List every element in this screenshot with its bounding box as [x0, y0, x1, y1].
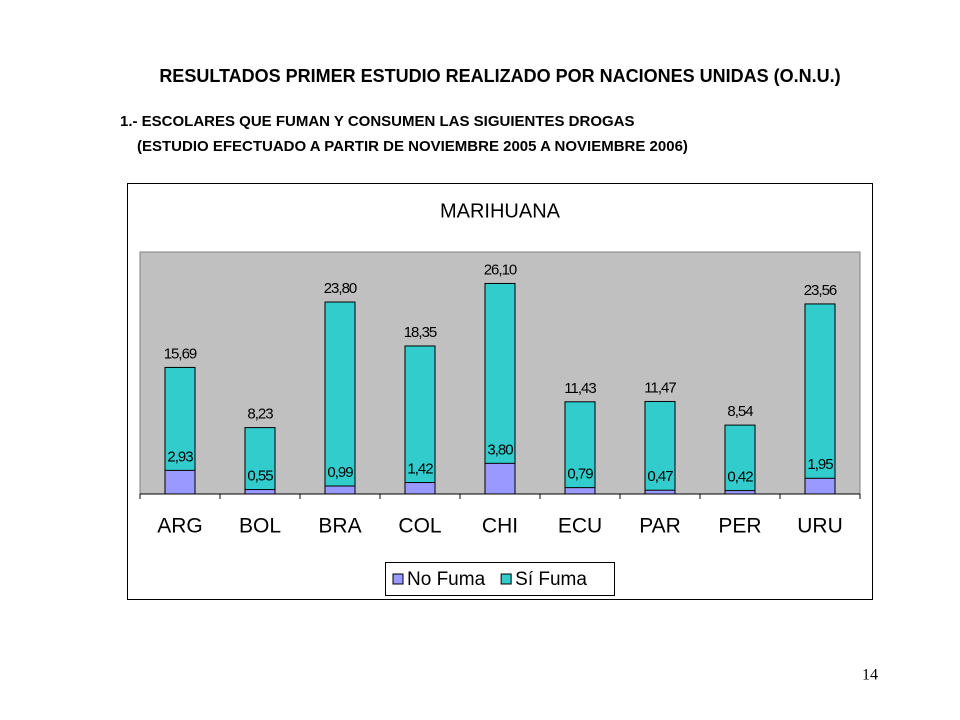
legend-label: Sí Fuma: [515, 569, 587, 590]
bar: [164, 469, 196, 495]
legend-swatch: [500, 573, 512, 585]
value-label: 23,80: [324, 280, 357, 297]
bar: [804, 303, 836, 495]
x-tick-label: PAR: [639, 515, 681, 538]
value-label: 26,10: [484, 261, 517, 278]
bar: [564, 401, 596, 495]
x-tick-label: CHI: [482, 515, 518, 538]
slide-heading: RESULTADOS PRIMER ESTUDIO REALIZADO POR …: [159, 66, 840, 86]
value-label: 15,69: [164, 345, 197, 362]
bar: [644, 489, 676, 495]
value-label: 8,23: [247, 406, 273, 423]
value-label: 23,56: [804, 282, 837, 299]
x-tick-label: PER: [718, 515, 761, 538]
chart-title: MARIHUANA: [440, 200, 561, 222]
x-tick-label: ARG: [157, 515, 203, 538]
value-label: 0,47: [647, 468, 673, 485]
legend-box: [385, 562, 615, 596]
value-label: 0,55: [247, 468, 273, 485]
value-label: 11,43: [564, 380, 596, 397]
value-label: 1,42: [407, 461, 433, 478]
x-tick-label: BOL: [239, 515, 281, 538]
value-label: 11,47: [644, 379, 676, 396]
value-label: 0,99: [327, 464, 353, 481]
bar: [484, 282, 516, 495]
page-number: 14: [862, 667, 878, 684]
bar: [244, 427, 276, 495]
value-label: 2,93: [167, 448, 193, 465]
slide-subheading: 1.- ESCOLARES QUE FUMAN Y CONSUMEN LAS S…: [120, 113, 635, 130]
x-tick-label: BRA: [318, 515, 361, 538]
value-label: 1,95: [807, 456, 833, 473]
x-tick-label: URU: [797, 515, 843, 538]
value-label: 8,54: [727, 403, 753, 420]
value-label: 0,42: [727, 469, 753, 486]
slide-subheading: (ESTUDIO EFECTUADO A PARTIR DE NOVIEMBRE…: [137, 138, 688, 155]
bar: [404, 345, 436, 495]
legend-swatch: [392, 573, 404, 585]
bar: [644, 400, 676, 495]
bar: [324, 301, 356, 495]
bar: [564, 487, 596, 495]
bar: [724, 424, 756, 495]
x-tick-label: ECU: [558, 515, 602, 538]
bar: [324, 485, 356, 495]
bar: [484, 462, 516, 495]
value-label: 18,35: [404, 324, 437, 341]
bar: [404, 482, 436, 495]
value-label: 3,80: [487, 441, 513, 458]
x-tick-label: COL: [398, 515, 441, 538]
bar: [724, 490, 756, 495]
legend-label: No Fuma: [407, 569, 486, 590]
bar: [244, 489, 276, 495]
bar: [804, 477, 836, 495]
value-label: 0,79: [567, 466, 593, 483]
